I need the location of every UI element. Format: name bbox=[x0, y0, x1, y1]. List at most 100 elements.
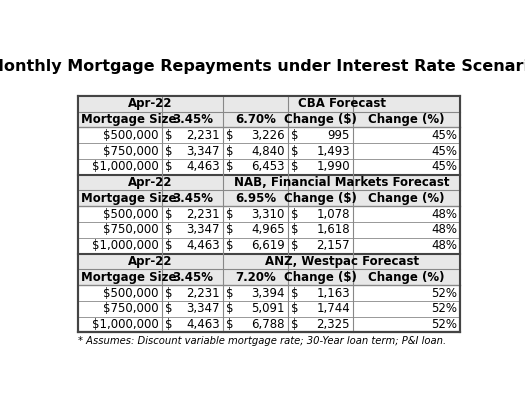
Text: $: $ bbox=[226, 302, 234, 315]
Text: $: $ bbox=[165, 160, 173, 173]
Text: 3,394: 3,394 bbox=[251, 286, 285, 299]
Bar bbox=[78, 254, 460, 269]
Text: $: $ bbox=[291, 223, 299, 236]
Text: 3,347: 3,347 bbox=[186, 223, 220, 236]
Text: $: $ bbox=[165, 223, 173, 236]
Text: $750,000: $750,000 bbox=[103, 302, 159, 315]
Text: 3,347: 3,347 bbox=[186, 145, 220, 158]
Text: 52%: 52% bbox=[431, 318, 457, 331]
Text: Apr-22: Apr-22 bbox=[128, 97, 173, 110]
Text: 4,463: 4,463 bbox=[186, 239, 220, 252]
Text: 2,231: 2,231 bbox=[186, 208, 220, 221]
Text: * Assumes: Discount variable mortgage rate; 30-Year loan term; P&I loan.: * Assumes: Discount variable mortgage ra… bbox=[78, 336, 446, 346]
Text: 2,325: 2,325 bbox=[317, 318, 350, 331]
Text: 7.20%: 7.20% bbox=[235, 271, 276, 284]
Text: 2,157: 2,157 bbox=[317, 239, 350, 252]
Text: NAB, Financial Markets Forecast: NAB, Financial Markets Forecast bbox=[234, 176, 449, 189]
Text: 48%: 48% bbox=[431, 239, 457, 252]
Text: $: $ bbox=[291, 239, 299, 252]
Text: $: $ bbox=[291, 302, 299, 315]
Text: 5,091: 5,091 bbox=[251, 302, 285, 315]
Text: $: $ bbox=[226, 160, 234, 173]
Text: $: $ bbox=[291, 145, 299, 158]
Bar bbox=[78, 96, 460, 112]
Text: $: $ bbox=[226, 223, 234, 236]
Text: 1,618: 1,618 bbox=[317, 223, 350, 236]
Text: $: $ bbox=[165, 318, 173, 331]
Bar bbox=[78, 190, 460, 206]
Text: $: $ bbox=[226, 145, 234, 158]
Text: Apr-22: Apr-22 bbox=[128, 176, 173, 189]
Bar bbox=[78, 175, 460, 190]
Text: $1,000,000: $1,000,000 bbox=[92, 239, 159, 252]
Text: 48%: 48% bbox=[431, 223, 457, 236]
Text: 6,619: 6,619 bbox=[251, 239, 285, 252]
Text: 1,990: 1,990 bbox=[317, 160, 350, 173]
Text: $: $ bbox=[226, 286, 234, 299]
Text: $750,000: $750,000 bbox=[103, 145, 159, 158]
Text: Change (%): Change (%) bbox=[369, 192, 445, 205]
Text: Change ($): Change ($) bbox=[284, 113, 357, 126]
Text: $: $ bbox=[291, 160, 299, 173]
Text: Mortgage Size: Mortgage Size bbox=[81, 192, 176, 205]
Text: 1,078: 1,078 bbox=[317, 208, 350, 221]
Text: $: $ bbox=[226, 239, 234, 252]
Text: $: $ bbox=[291, 318, 299, 331]
Text: $: $ bbox=[226, 129, 234, 142]
Bar bbox=[78, 269, 460, 285]
Text: $750,000: $750,000 bbox=[103, 223, 159, 236]
Text: Change (%): Change (%) bbox=[369, 271, 445, 284]
Text: Change ($): Change ($) bbox=[284, 271, 357, 284]
Text: $500,000: $500,000 bbox=[103, 129, 159, 142]
Text: $: $ bbox=[291, 129, 299, 142]
Text: Monthly Mortgage Repayments under Interest Rate Scenarios: Monthly Mortgage Repayments under Intere… bbox=[0, 59, 525, 74]
Text: $: $ bbox=[291, 208, 299, 221]
Text: $500,000: $500,000 bbox=[103, 208, 159, 221]
Text: $1,000,000: $1,000,000 bbox=[92, 318, 159, 331]
Text: 45%: 45% bbox=[431, 145, 457, 158]
Text: 52%: 52% bbox=[431, 302, 457, 315]
Text: $: $ bbox=[165, 208, 173, 221]
Text: $: $ bbox=[165, 286, 173, 299]
Text: 45%: 45% bbox=[431, 129, 457, 142]
Text: CBA Forecast: CBA Forecast bbox=[298, 97, 386, 110]
Text: 6.95%: 6.95% bbox=[235, 192, 276, 205]
Text: $: $ bbox=[165, 302, 173, 315]
Text: 4,463: 4,463 bbox=[186, 318, 220, 331]
Text: 45%: 45% bbox=[431, 160, 457, 173]
Text: $: $ bbox=[226, 208, 234, 221]
Text: Change ($): Change ($) bbox=[284, 192, 357, 205]
Text: $: $ bbox=[165, 129, 173, 142]
Text: 1,744: 1,744 bbox=[316, 302, 350, 315]
Text: $: $ bbox=[165, 145, 173, 158]
Text: Mortgage Size: Mortgage Size bbox=[81, 271, 176, 284]
Text: 2,231: 2,231 bbox=[186, 129, 220, 142]
Text: Apr-22: Apr-22 bbox=[128, 255, 173, 268]
Text: 6,788: 6,788 bbox=[251, 318, 285, 331]
Text: 4,840: 4,840 bbox=[251, 145, 285, 158]
Text: 3,310: 3,310 bbox=[251, 208, 285, 221]
Text: 4,965: 4,965 bbox=[251, 223, 285, 236]
Text: $1,000,000: $1,000,000 bbox=[92, 160, 159, 173]
Bar bbox=[78, 112, 460, 127]
Text: $: $ bbox=[226, 318, 234, 331]
Text: $: $ bbox=[291, 286, 299, 299]
Text: 2,231: 2,231 bbox=[186, 286, 220, 299]
Text: 3.45%: 3.45% bbox=[172, 192, 213, 205]
Text: 3.45%: 3.45% bbox=[172, 271, 213, 284]
Text: 3,226: 3,226 bbox=[251, 129, 285, 142]
Text: ANZ, Westpac Forecast: ANZ, Westpac Forecast bbox=[265, 255, 419, 268]
Text: 3.45%: 3.45% bbox=[172, 113, 213, 126]
Text: 4,463: 4,463 bbox=[186, 160, 220, 173]
Text: 1,493: 1,493 bbox=[317, 145, 350, 158]
Text: 995: 995 bbox=[328, 129, 350, 142]
Text: $: $ bbox=[165, 239, 173, 252]
Text: 52%: 52% bbox=[431, 286, 457, 299]
Text: 3,347: 3,347 bbox=[186, 302, 220, 315]
Text: 48%: 48% bbox=[431, 208, 457, 221]
Text: $500,000: $500,000 bbox=[103, 286, 159, 299]
Text: 6.70%: 6.70% bbox=[235, 113, 276, 126]
Text: 6,453: 6,453 bbox=[251, 160, 285, 173]
Text: Mortgage Size: Mortgage Size bbox=[81, 113, 176, 126]
Text: 1,163: 1,163 bbox=[317, 286, 350, 299]
